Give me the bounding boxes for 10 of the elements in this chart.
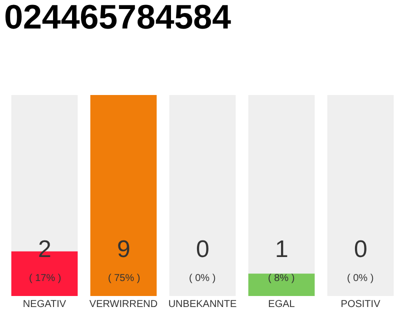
x-tick-label: VERWIRREND (89, 299, 158, 310)
data-label: 9 ( 75% ) (108, 236, 140, 284)
chart-title: 024465784584 (4, 0, 232, 37)
x-tick-label: EGAL (268, 299, 296, 310)
x-tick-label: NEGATIV (22, 299, 66, 310)
x-tick-label: UNBEKANNTE (168, 299, 237, 310)
data-label: 0 ( 0% ) (347, 236, 374, 284)
data-label: 1 ( 8% ) (268, 236, 295, 284)
data-label: 0 ( 0% ) (189, 236, 216, 284)
x-tick-label: POSITIV (340, 299, 381, 310)
